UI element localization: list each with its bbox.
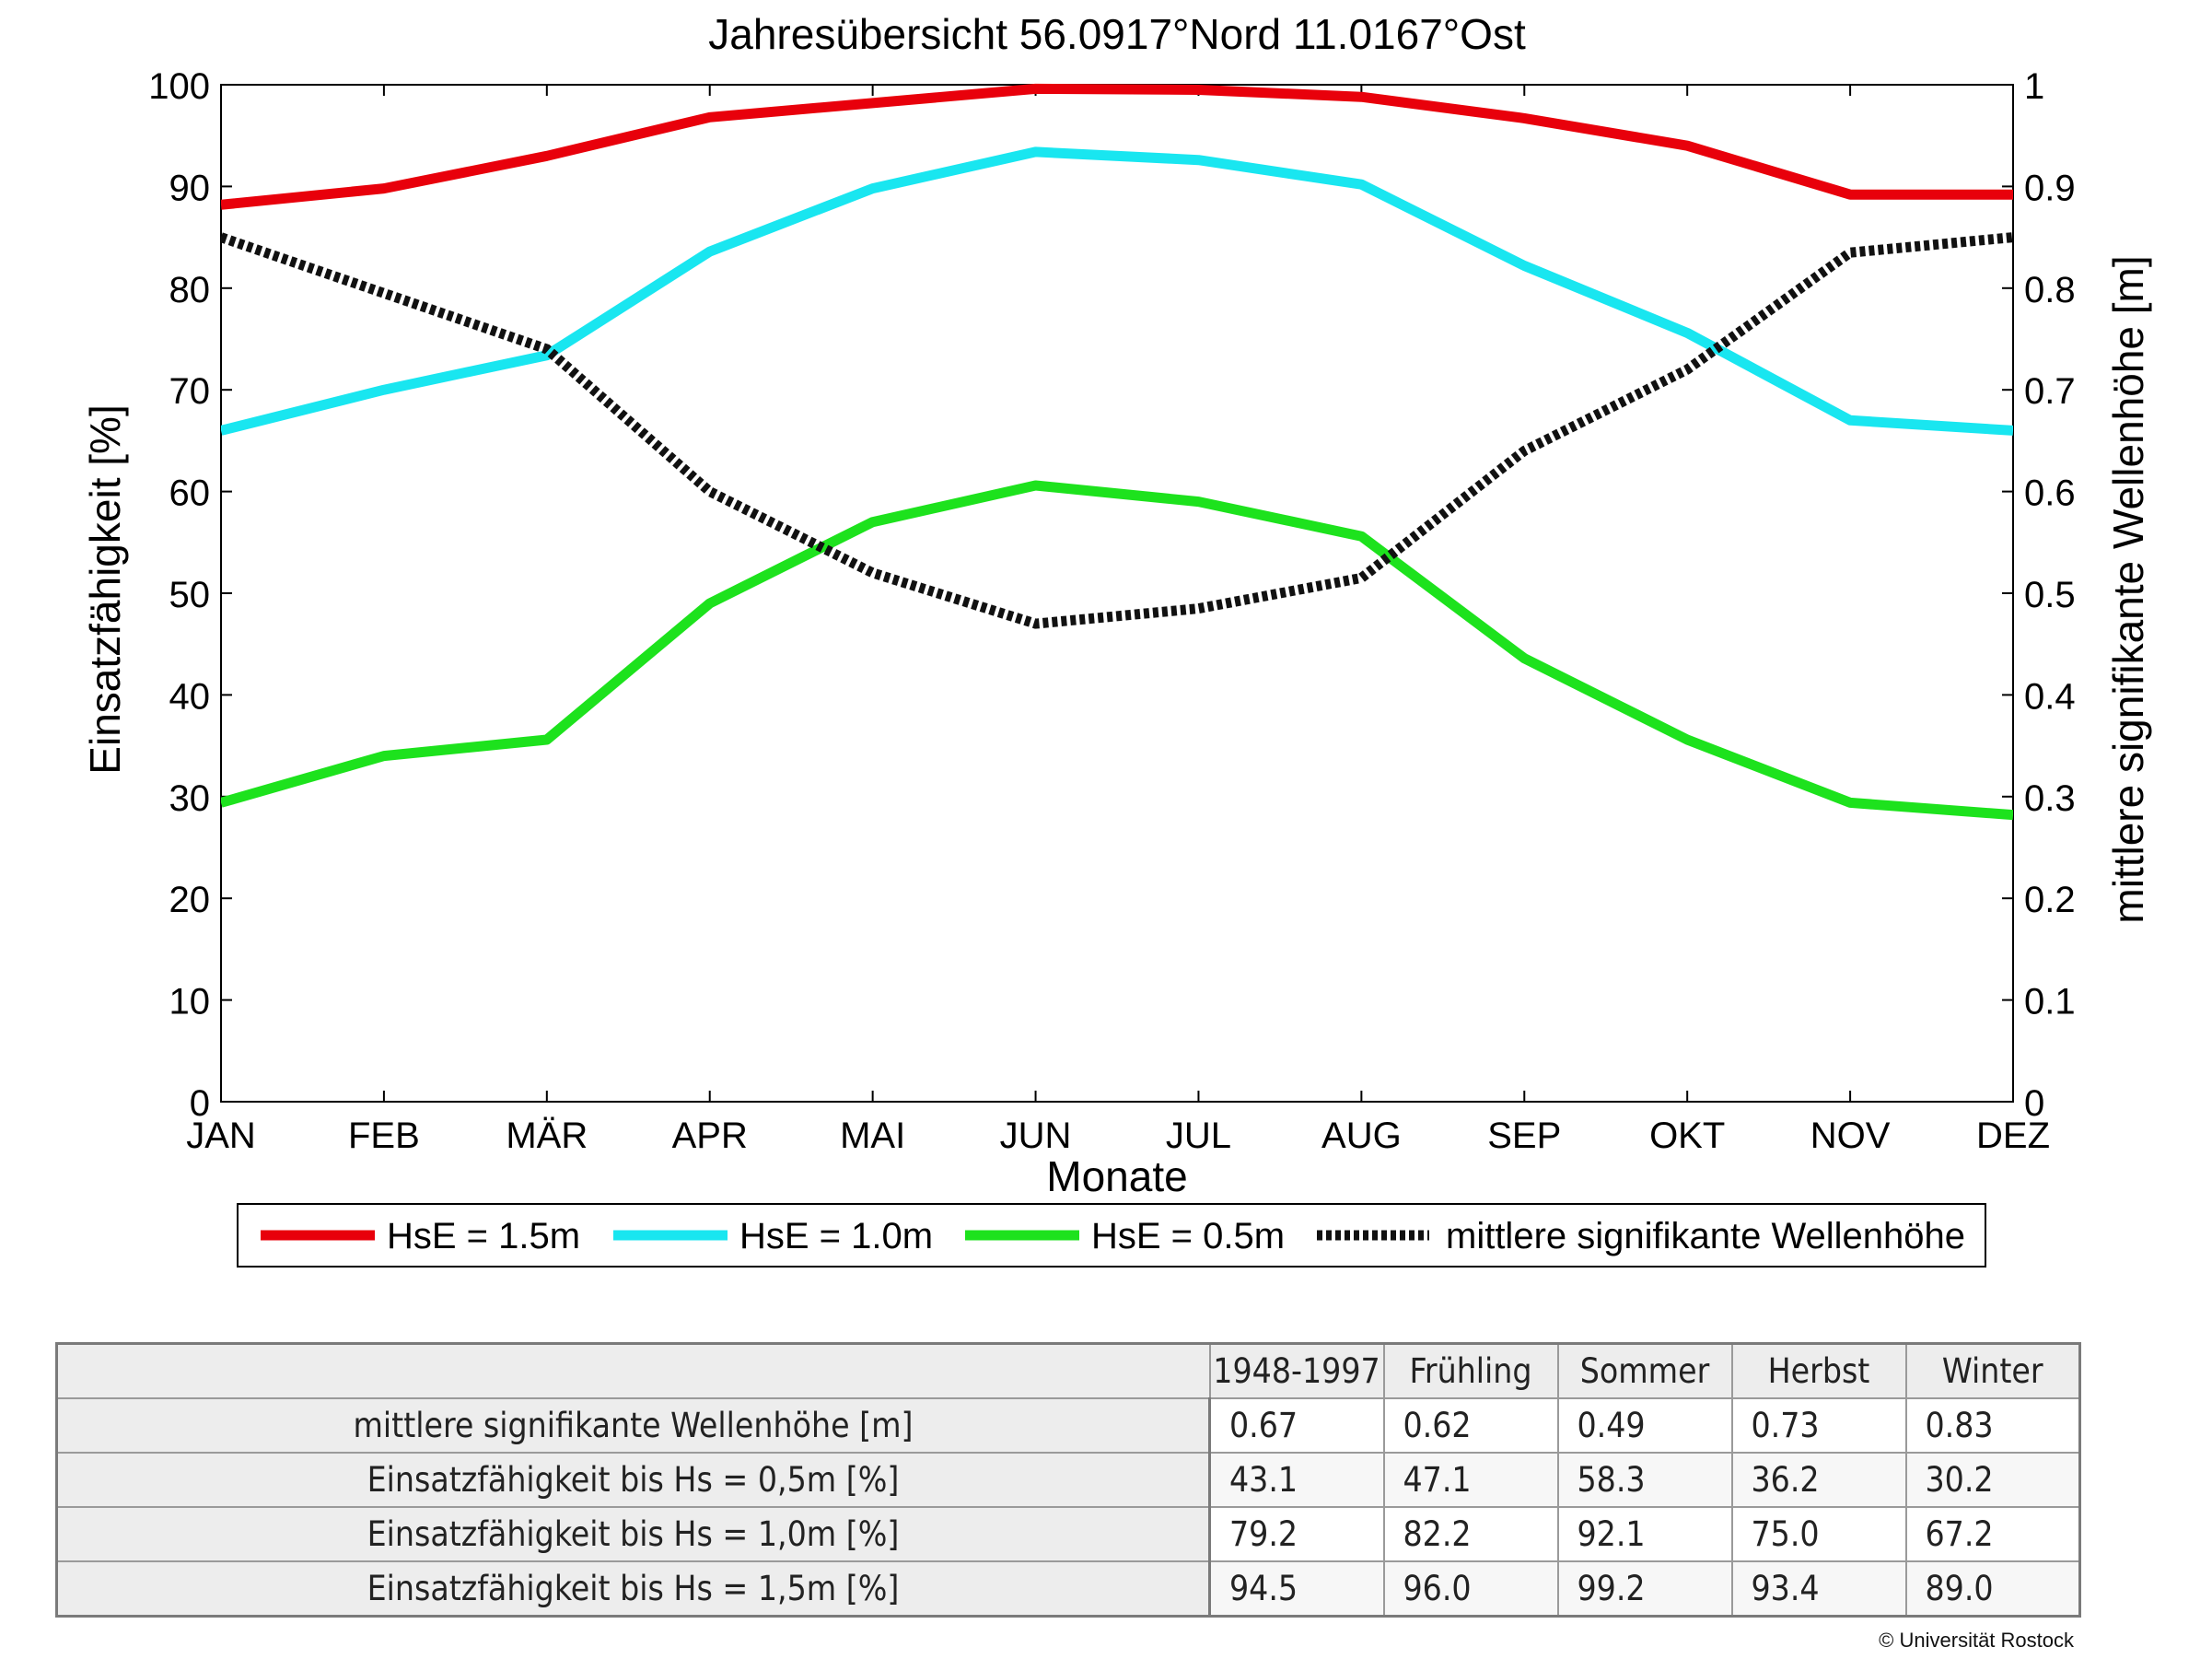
column-header: Herbst: [1730, 1342, 1907, 1399]
y2-tick-label: 0.9: [2024, 168, 2076, 208]
table-row: Einsatzfähigkeit bis Hs = 0,5m [%] 43.1 …: [55, 1452, 2081, 1508]
y-tick-label: 70: [169, 371, 211, 412]
column-header: Sommer: [1556, 1342, 1733, 1399]
table-cell: 96.0: [1382, 1560, 1559, 1618]
x-tick-label: OKT: [1649, 1116, 1725, 1156]
y2-tick-label: 0.3: [2024, 778, 2076, 819]
table-cell: 82.2: [1382, 1506, 1559, 1562]
x-tick-label: MÄR: [506, 1116, 588, 1156]
y2-tick-label: 0.2: [2024, 880, 2076, 920]
row-header: mittlere signifikante Wellenhöhe [m]: [55, 1397, 1211, 1454]
y-tick-label: 10: [169, 982, 211, 1022]
table-corner-cell: [55, 1342, 1211, 1399]
y-tick-label: 60: [169, 473, 211, 514]
x-tick-label: DEZ: [1976, 1116, 2050, 1156]
y2-tick-label: 0.4: [2024, 676, 2076, 717]
table-cell: 93.4: [1730, 1560, 1907, 1618]
x-tick-label: MAI: [840, 1116, 905, 1156]
series-line-2: [221, 480, 2013, 821]
table-cell: 67.2: [1904, 1506, 2081, 1562]
y2-tick-label: 0.5: [2024, 575, 2076, 615]
table-row: Einsatzfähigkeit bis Hs = 1,0m [%] 79.2 …: [55, 1506, 2081, 1562]
table-row: mittlere signifikante Wellenhöhe [m] 0.6…: [55, 1397, 2081, 1454]
table-cell: 0.49: [1556, 1397, 1733, 1454]
y2-tick-label: 0: [2024, 1083, 2044, 1124]
x-tick-label: NOV: [1810, 1116, 1891, 1156]
table-cell: 92.1: [1556, 1506, 1733, 1562]
x-tick-label: APR: [672, 1116, 748, 1156]
chart-title: Jahresübersicht 56.0917°Nord 11.0167°Ost: [708, 10, 1526, 58]
table-cell: 75.0: [1730, 1506, 1907, 1562]
y2-tick-label: 0.7: [2024, 371, 2076, 412]
table-cell: 0.67: [1208, 1397, 1385, 1454]
row-header: Einsatzfähigkeit bis Hs = 1,5m [%]: [55, 1560, 1211, 1618]
y-tick-label: 40: [169, 676, 211, 717]
legend: HsE = 1.5m HsE = 1.0m HsE = 0.5m mittlere s…: [237, 1203, 1986, 1268]
y-tick-label: 90: [169, 168, 211, 208]
summary-table: 1948-1997 Frühling Sommer Herbst Winter …: [55, 1342, 2081, 1618]
legend-box: [237, 1203, 1986, 1268]
y-tick-label: 100: [148, 66, 210, 107]
table-cell: 47.1: [1382, 1452, 1559, 1508]
table-cell: 94.5: [1208, 1560, 1385, 1618]
line-chart: Jahresübersicht 56.0917°Nord 11.0167°Ost…: [81, 10, 2152, 1268]
legend-label: mittlere signifikante Wellenhöhe: [1446, 1216, 1965, 1256]
row-header: Einsatzfähigkeit bis Hs = 1,0m [%]: [55, 1506, 1211, 1562]
table-header-row: 1948-1997 Frühling Sommer Herbst Winter: [55, 1342, 2081, 1399]
plot-frame: [220, 84, 2014, 1103]
y2-tick-label: 0.6: [2024, 473, 2076, 514]
table-cell: 36.2: [1730, 1452, 1907, 1508]
y-axis-label: Einsatzfähigkeit [%]: [81, 404, 129, 774]
x-tick-label: SEP: [1487, 1116, 1561, 1156]
series-line-1: [221, 146, 2013, 436]
y-tick-label: 80: [169, 270, 211, 310]
row-header: Einsatzfähigkeit bis Hs = 0,5m [%]: [55, 1452, 1211, 1508]
series-line-3: [221, 232, 2013, 629]
x-tick-label: JUL: [1166, 1116, 1231, 1156]
table-cell: 89.0: [1904, 1560, 2081, 1618]
y-tick-label: 50: [169, 575, 211, 615]
y-tick-label: 30: [169, 778, 211, 819]
y2-tick-label: 1: [2024, 66, 2044, 107]
y-tick-label: 20: [169, 880, 211, 920]
table-cell: 43.1: [1208, 1452, 1385, 1508]
x-tick-label: JAN: [186, 1116, 256, 1156]
x-tick-label: AUG: [1321, 1116, 1402, 1156]
x-axis-label: Monate: [1046, 1152, 1187, 1200]
table-cell: 0.83: [1904, 1397, 2081, 1454]
x-tick-label: JUN: [1000, 1116, 1072, 1156]
column-header: 1948-1997: [1208, 1342, 1385, 1399]
column-header: Frühling: [1382, 1342, 1559, 1399]
y2-axis-label: mittlere signifikante Wellenhöhe [m]: [2104, 255, 2152, 923]
series-line-0: [221, 83, 2013, 210]
y-tick-label: 0: [190, 1083, 210, 1124]
table-cell: 0.62: [1382, 1397, 1559, 1454]
plot-area: 0 10 20 30 40 50 60 70 80 90 100 0 0.1 0.2 0.3 0.4 0.5 0.…: [148, 66, 2075, 1156]
copyright-notice: © Universität Rostock: [1879, 1629, 2074, 1652]
x-tick-label: FEB: [348, 1116, 420, 1156]
table-cell: 79.2: [1208, 1506, 1385, 1562]
legend-label: HsE = 1.5m: [387, 1216, 580, 1256]
table-row: Einsatzfähigkeit bis Hs = 1,5m [%] 94.5 …: [55, 1560, 2081, 1618]
y2-tick-label: 0.1: [2024, 982, 2076, 1022]
legend-label: HsE = 0.5m: [1091, 1216, 1285, 1256]
table-cell: 99.2: [1556, 1560, 1733, 1618]
column-header: Winter: [1904, 1342, 2081, 1399]
table-cell: 0.73: [1730, 1397, 1907, 1454]
table-cell: 30.2: [1904, 1452, 2081, 1508]
legend-label: HsE = 1.0m: [739, 1216, 933, 1256]
y2-tick-label: 0.8: [2024, 270, 2076, 310]
table-cell: 58.3: [1556, 1452, 1733, 1508]
